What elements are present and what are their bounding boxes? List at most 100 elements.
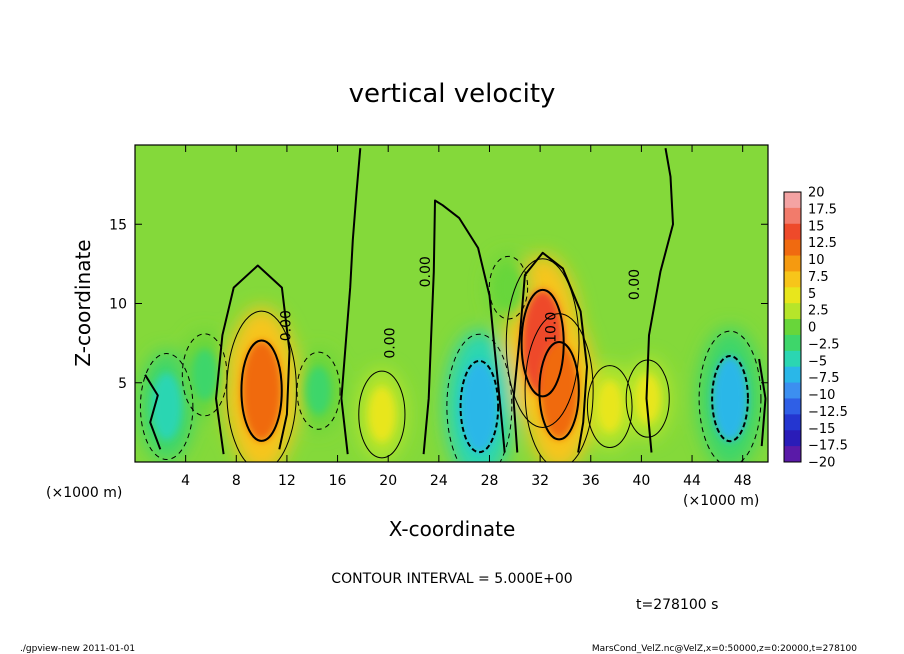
x-tick-label-5: 24 xyxy=(430,473,448,489)
field-core-7 xyxy=(596,380,623,433)
contour-line-10 xyxy=(488,255,529,320)
contour-label-2: 0.00 xyxy=(383,328,399,359)
footer-right-text: MarsCond_VelZ.nc@VelZ,x=0:50000,z=0:2000… xyxy=(592,644,857,654)
zero-contour-3 xyxy=(422,199,506,455)
contour-label-0: 0.00 xyxy=(418,256,434,287)
colorbar-label-4: 10 xyxy=(808,253,825,268)
y-tick-label-1: 10 xyxy=(109,297,127,313)
colorbar-label-5: 7.5 xyxy=(808,270,829,285)
footer-left-text: ./gpview-new 2011-01-01 xyxy=(20,644,135,654)
x-tick-label-6: 28 xyxy=(481,473,499,489)
colorbar-label-13: −12.5 xyxy=(808,405,848,420)
contour-line-0 xyxy=(226,310,297,462)
x-tick-label-3: 16 xyxy=(329,473,347,489)
contour-line-2 xyxy=(524,313,594,462)
colorbar-label-9: −2.5 xyxy=(808,337,840,352)
field-core-5 xyxy=(151,373,182,441)
x-axis-label: X-coordinate xyxy=(389,517,516,541)
contour-line-strong-3 xyxy=(459,359,500,454)
zero-contour-2 xyxy=(340,148,362,455)
contour-line-strong-0 xyxy=(240,339,283,442)
zero-contour-5 xyxy=(645,148,674,453)
x-tick-label-10: 44 xyxy=(683,473,701,489)
colorbar-swatch-4 xyxy=(784,255,801,272)
colorbar-swatch-9 xyxy=(784,334,801,352)
colorbar-swatch-10 xyxy=(784,350,801,368)
contour-line-9 xyxy=(296,351,341,430)
colorbar-label-14: −15 xyxy=(808,422,835,437)
chart-title: vertical velocity xyxy=(349,79,556,109)
contour-label-4: 10.0 xyxy=(543,312,559,343)
colorbar-label-6: 5 xyxy=(808,287,816,302)
contour-line-3 xyxy=(446,333,513,462)
x-tick-label-0: 4 xyxy=(181,473,190,489)
contour-line-1 xyxy=(505,258,580,428)
contour-line-11 xyxy=(181,333,228,417)
colorbar-swatch-11 xyxy=(784,366,801,384)
colorbar-swatch-15 xyxy=(784,430,801,447)
contour-line-7 xyxy=(586,365,633,448)
x-tick-label-9: 40 xyxy=(632,473,650,489)
contour-line-strong-2 xyxy=(538,340,580,441)
colorbar-label-7: 2.5 xyxy=(808,304,829,319)
colorbar-swatch-1 xyxy=(784,207,801,225)
field-core-10 xyxy=(497,267,520,308)
x-tick-label-7: 32 xyxy=(531,473,549,489)
x-tick-label-1: 8 xyxy=(232,473,241,489)
y-unit-label: (×1000 m) xyxy=(683,493,759,509)
colorbar-label-16: −20 xyxy=(808,456,835,471)
colorbar-label-15: −17.5 xyxy=(808,439,848,454)
contour-line-4 xyxy=(698,330,762,462)
x-unit-label: (×1000 m) xyxy=(46,485,122,501)
contour-label-1: 0.00 xyxy=(279,310,295,341)
colorbar-swatch-13 xyxy=(784,398,801,415)
field-core-3 xyxy=(460,360,499,453)
colorbar-swatch-0 xyxy=(784,192,801,209)
colorbar-label-3: 12.5 xyxy=(808,236,837,251)
y-tick-label-2: 15 xyxy=(109,217,127,233)
colorbar-swatch-16 xyxy=(784,446,801,463)
contour-line-5 xyxy=(139,353,194,461)
colorbar-swatch-7 xyxy=(784,303,801,320)
y-tick-label-0: 5 xyxy=(118,376,127,392)
contour-line-strong-4 xyxy=(711,354,749,443)
field-core-9 xyxy=(306,366,332,416)
contour-interval-text: CONTOUR INTERVAL = 5.000E+00 xyxy=(331,571,572,587)
field-core-2 xyxy=(539,341,579,440)
x-tick-label-8: 36 xyxy=(582,473,600,489)
colorbar-swatch-8 xyxy=(784,319,801,336)
field-core-6 xyxy=(368,387,396,442)
colorbar-label-1: 17.5 xyxy=(808,202,837,217)
colorbar-swatch-14 xyxy=(784,414,801,431)
y-axis-label: Z-coordinate xyxy=(71,239,95,366)
x-tick-label-4: 20 xyxy=(379,473,397,489)
zero-contour-0 xyxy=(144,374,162,450)
colorbar-label-0: 20 xyxy=(808,186,825,201)
plot-area xyxy=(135,145,768,462)
field-core-11 xyxy=(191,348,218,401)
colorbar-label-8: 0 xyxy=(808,321,816,336)
time-text: t=278100 s xyxy=(636,597,718,613)
colorbar-label-12: −10 xyxy=(808,388,835,403)
contour-label-3: 0.00 xyxy=(627,269,643,300)
zero-contour-4 xyxy=(512,251,588,453)
contour-line-6 xyxy=(358,370,406,459)
colorbar-swatch-2 xyxy=(784,223,801,241)
field-core-0 xyxy=(241,340,282,441)
colorbar-label-10: −5 xyxy=(808,354,827,369)
colorbar-swatch-5 xyxy=(784,271,801,288)
x-tick-label-2: 12 xyxy=(278,473,296,489)
colorbar-swatch-3 xyxy=(784,239,801,257)
field-core-8 xyxy=(635,374,661,423)
colorbar-frame xyxy=(783,191,802,463)
zero-contour-6 xyxy=(758,358,767,447)
x-tick-label-11: 48 xyxy=(734,473,752,489)
field-core-4 xyxy=(712,355,748,442)
colorbar-label-11: −7.5 xyxy=(808,371,840,386)
colorbar-label-2: 15 xyxy=(808,219,825,234)
colorbar-swatch-6 xyxy=(784,287,801,304)
zero-contour-1 xyxy=(215,264,291,455)
colorbar-swatch-12 xyxy=(784,382,801,399)
